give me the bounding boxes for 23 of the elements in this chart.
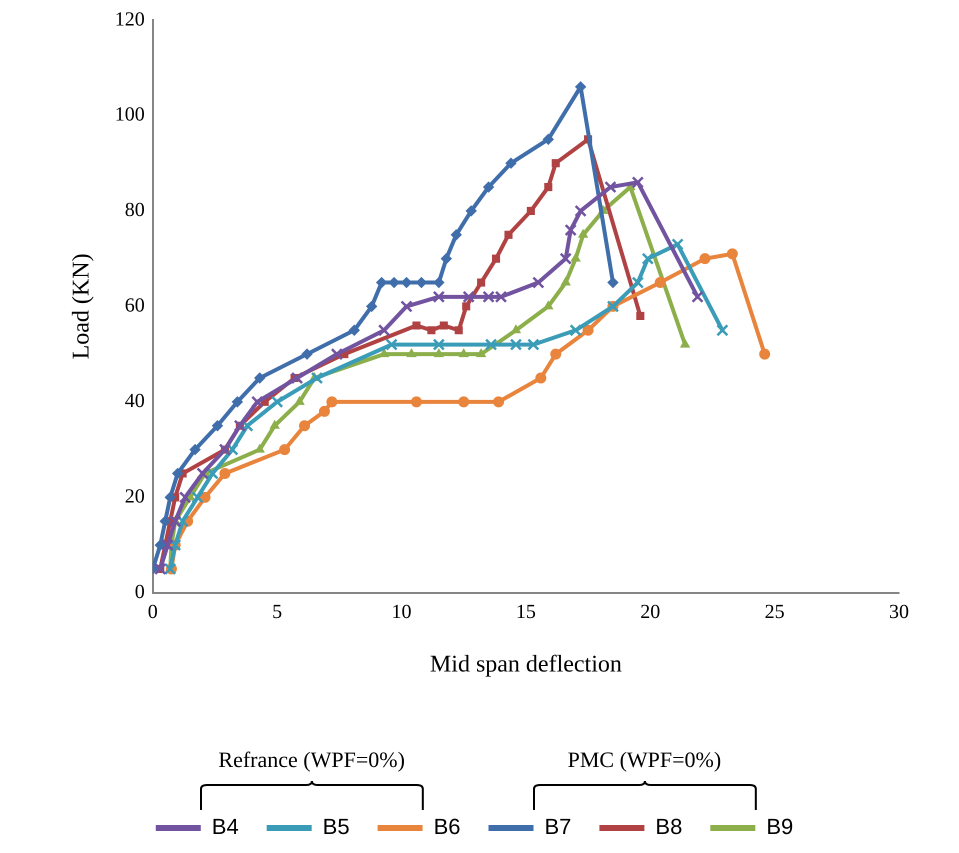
y-tick-label: 0 <box>134 581 145 604</box>
y-tick-label: 120 <box>114 8 145 30</box>
x-tick-label: 15 <box>516 601 536 624</box>
x-tick-label: 20 <box>640 601 660 624</box>
legend-label: B5 <box>322 814 350 840</box>
y-axis-title: Load (KN) <box>68 253 95 360</box>
legend-label: B8 <box>655 814 682 840</box>
y-tick-label: 80 <box>124 199 145 222</box>
legend-label: B4 <box>212 814 239 840</box>
y-tick-label: 20 <box>124 486 145 508</box>
legend-label: B9 <box>766 814 794 840</box>
legend-label: B7 <box>544 814 572 840</box>
legend-label: B6 <box>434 814 461 840</box>
text: Refrance (WPF=0%) <box>218 747 405 773</box>
y-tick-label: 40 <box>124 390 145 412</box>
y-tick-label: 60 <box>124 294 145 317</box>
y-tick-label: 100 <box>114 104 145 126</box>
x-tick-label: 25 <box>764 601 785 624</box>
x-tick-label: 30 <box>889 601 909 624</box>
x-axis-title: Mid span deflection <box>430 651 622 678</box>
x-tick-label: 10 <box>392 601 412 624</box>
text: PMC (WPF=0%) <box>568 747 722 773</box>
x-tick-label: 5 <box>272 601 282 624</box>
